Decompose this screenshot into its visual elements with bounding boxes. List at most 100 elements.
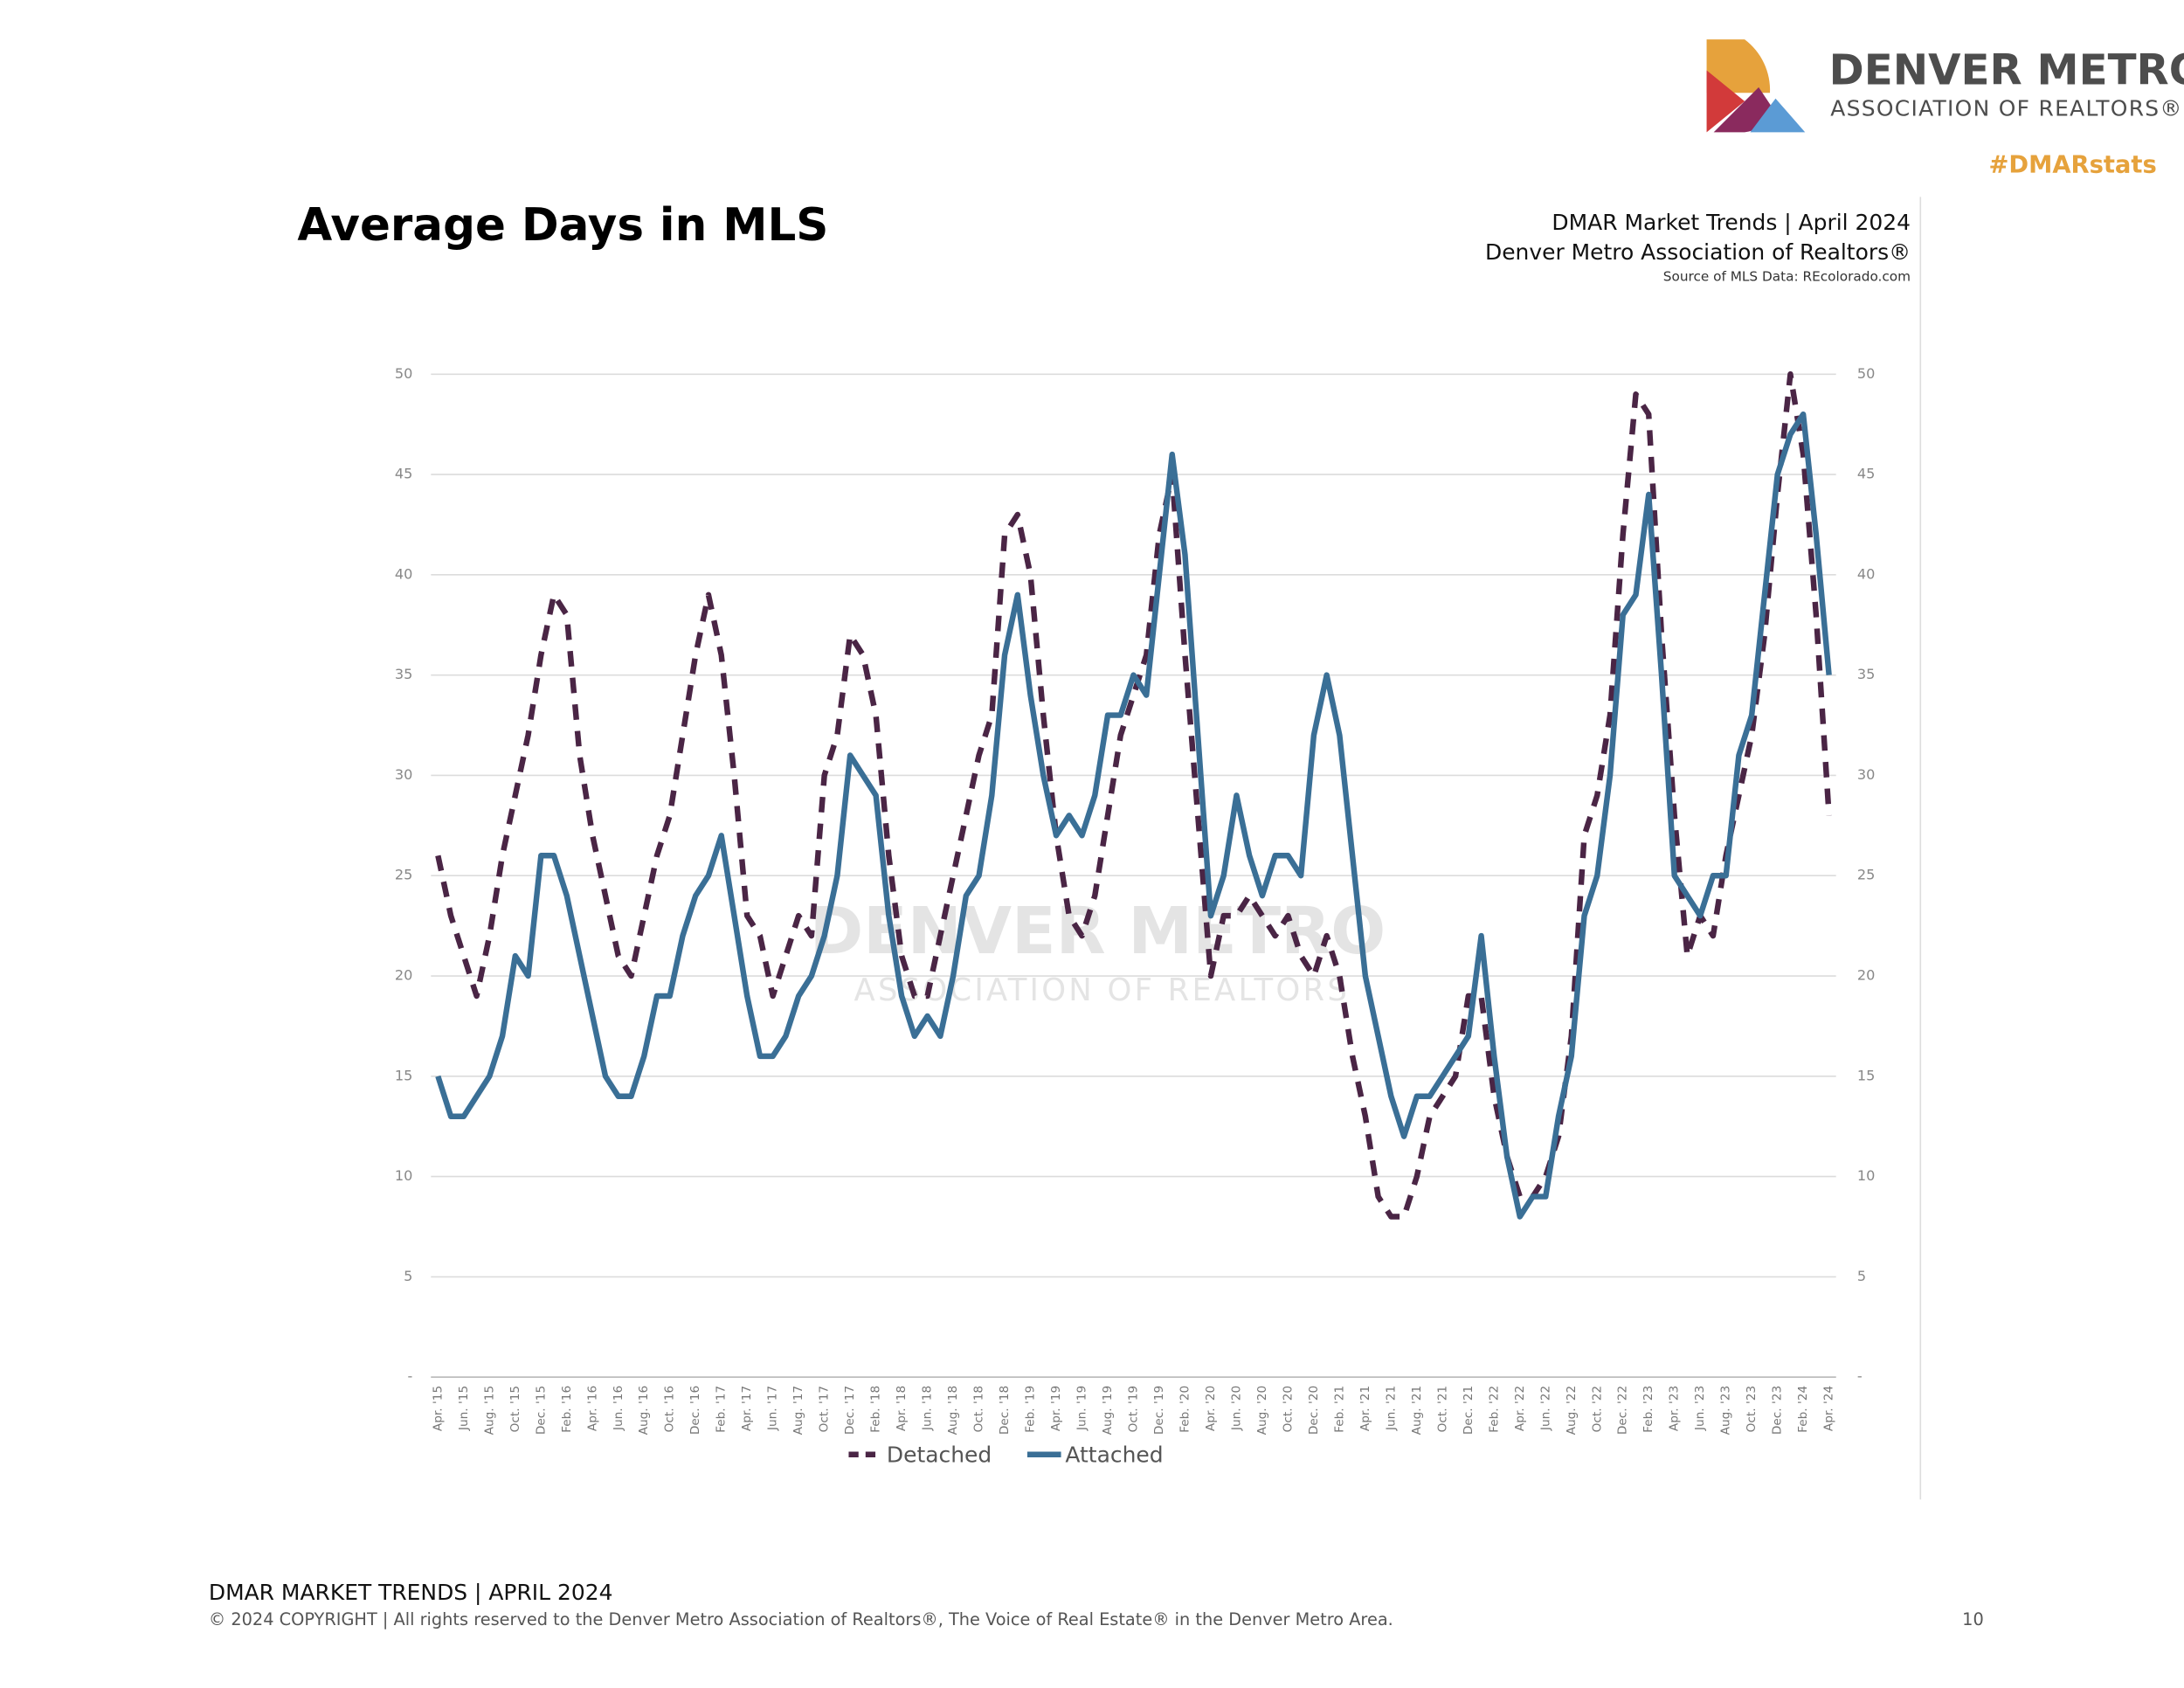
x-tick-label: Feb. '20 [1178,1386,1192,1433]
x-tick-label: Apr. '20 [1204,1386,1218,1431]
y-tick-label: 40 [395,565,412,582]
chart-title: Average Days in MLS [297,199,828,252]
x-tick-label: Oct. '23 [1745,1386,1759,1433]
x-tick-label: Dec. '17 [843,1386,857,1435]
logo-red [1706,70,1745,133]
x-tick-label: Apr. '17 [740,1386,754,1431]
x-tick-label: Dec. '15 [534,1386,548,1435]
x-tick-label: Oct. '19 [1126,1386,1140,1433]
watermark: ASSOCIATION OF REALTORS [854,972,1351,1008]
x-tick-label: Oct. '18 [972,1386,986,1433]
y2-tick-label: 50 [1857,365,1875,382]
x-tick-label: Jun. '22 [1538,1386,1552,1431]
x-tick-label: Jun. '17 [766,1386,780,1431]
y2-tick-label: 30 [1857,766,1875,783]
series-line [435,371,1832,1220]
legend-label: Detached [887,1442,992,1467]
x-tick-label: Apr. '18 [895,1386,909,1431]
x-tick-label: Aug. '17 [791,1386,805,1435]
x-tick-label: Feb. '17 [715,1386,729,1433]
y-tick-label: 35 [395,666,412,682]
x-tick-label: Oct. '21 [1435,1386,1449,1433]
y2-tick-label: 35 [1857,666,1875,682]
x-tick-label: Apr. '21 [1358,1386,1372,1431]
x-tick-label: Dec. '19 [1152,1386,1166,1435]
logo-name: DENVER METRO [1829,46,2184,95]
x-tick-label: Aug. '18 [946,1386,960,1435]
logo-orange [1706,39,1771,93]
x-tick-label: Aug. '16 [637,1386,651,1435]
footer-title: DMAR MARKET TRENDS | APRIL 2024 [209,1580,613,1605]
y-tick-label: 30 [395,766,412,783]
x-tick-label: Dec. '23 [1771,1386,1785,1435]
x-tick-label: Feb. '16 [560,1386,574,1433]
x-tick-label: Aug. '20 [1255,1386,1269,1435]
x-tick-label: Apr. '22 [1513,1386,1527,1431]
x-tick-label: Aug. '22 [1565,1386,1579,1435]
y2-tick-label: 15 [1857,1067,1875,1083]
x-tick-label: Jun. '19 [1075,1386,1089,1431]
y2-tick-label: 45 [1857,466,1875,482]
y2-tick-label: 5 [1857,1268,1866,1284]
x-tick-label: Dec. '18 [998,1386,1012,1435]
x-tick-label: Oct. '20 [1281,1386,1295,1433]
watermark: DENVER METRO [810,894,1386,969]
y2-tick-label: 25 [1857,867,1875,883]
x-tick-label: Jun. '20 [1229,1386,1243,1431]
copyright: © 2024 COPYRIGHT | All rights reserved t… [209,1609,1393,1629]
y-tick-label: 45 [395,466,412,482]
x-tick-label: Oct. '16 [663,1386,677,1433]
source: Source of MLS Data: REcolorado.com [1663,269,1911,285]
x-tick-label: Jun. '16 [612,1386,625,1431]
logo-sub: ASSOCIATION OF REALTORS® [1830,96,2182,121]
x-tick-label: Apr. '24 [1822,1386,1836,1431]
y-tick-label: 50 [395,365,412,382]
x-tick-label: Feb. '19 [1024,1386,1038,1433]
y-tick-label: 25 [395,867,412,883]
x-tick-label: Apr. '19 [1049,1386,1063,1431]
series-line [435,411,1832,1220]
x-tick-label: Oct. '22 [1590,1386,1604,1433]
x-tick-label: Dec. '20 [1307,1386,1321,1435]
x-tick-label: Apr. '23 [1668,1386,1682,1431]
x-tick-label: Jun. '21 [1384,1386,1398,1431]
x-tick-label: Jun. '15 [457,1386,471,1431]
x-tick-label: Dec. '16 [688,1386,702,1435]
y2-tick-label: 40 [1857,565,1875,582]
x-tick-label: Dec. '21 [1462,1386,1476,1435]
y-tick-label: 20 [395,967,412,984]
plot: - 5 10 15 20 25 30 35 40 45 50 - 5 10 15 20 25 30 35 40 45 50… [395,365,1875,1468]
y-tick-label: 15 [395,1067,412,1083]
x-tick-label: Feb. '21 [1332,1386,1346,1433]
x-tick-label: Apr. '15 [431,1386,445,1431]
y-tick-label: - [408,1368,413,1385]
x-tick-label: Jun. '18 [921,1386,935,1431]
publisher: Denver Metro Association of Realtors® [1485,239,1911,265]
logo-blue [1750,98,1806,133]
y2-tick-label: - [1857,1368,1863,1385]
y-tick-label: 10 [395,1167,412,1184]
x-tick-label: Aug. '23 [1719,1386,1733,1435]
legend-label: Attached [1065,1442,1163,1467]
x-tick-label: Jun. '23 [1693,1386,1707,1431]
x-tick-label: Feb. '18 [869,1386,883,1433]
x-tick-label: Oct. '17 [818,1386,832,1433]
x-tick-label: Dec. '22 [1616,1386,1630,1435]
x-tick-label: Feb. '24 [1796,1386,1810,1433]
x-tick-label: Aug. '15 [482,1386,496,1435]
y2-tick-label: 10 [1857,1167,1875,1184]
page-number: 10 [1962,1609,1984,1629]
subtitle: DMAR Market Trends | April 2024 [1552,210,1911,235]
x-tick-label: Apr. '16 [585,1386,599,1431]
x-tick-label: Feb. '22 [1487,1386,1501,1433]
logo: DENVER METRO ASSOCIATION OF REALTORS® [1706,39,2184,133]
x-tick-label: Oct. '15 [508,1386,522,1433]
x-tick-label: Aug. '21 [1410,1386,1424,1435]
hashtag: #DMARstats [1988,151,2156,178]
x-tick-label: Aug. '19 [1101,1386,1115,1435]
x-tick-label: Feb. '23 [1641,1386,1655,1433]
y2-tick-label: 20 [1857,967,1875,984]
y-tick-label: 5 [404,1268,412,1284]
